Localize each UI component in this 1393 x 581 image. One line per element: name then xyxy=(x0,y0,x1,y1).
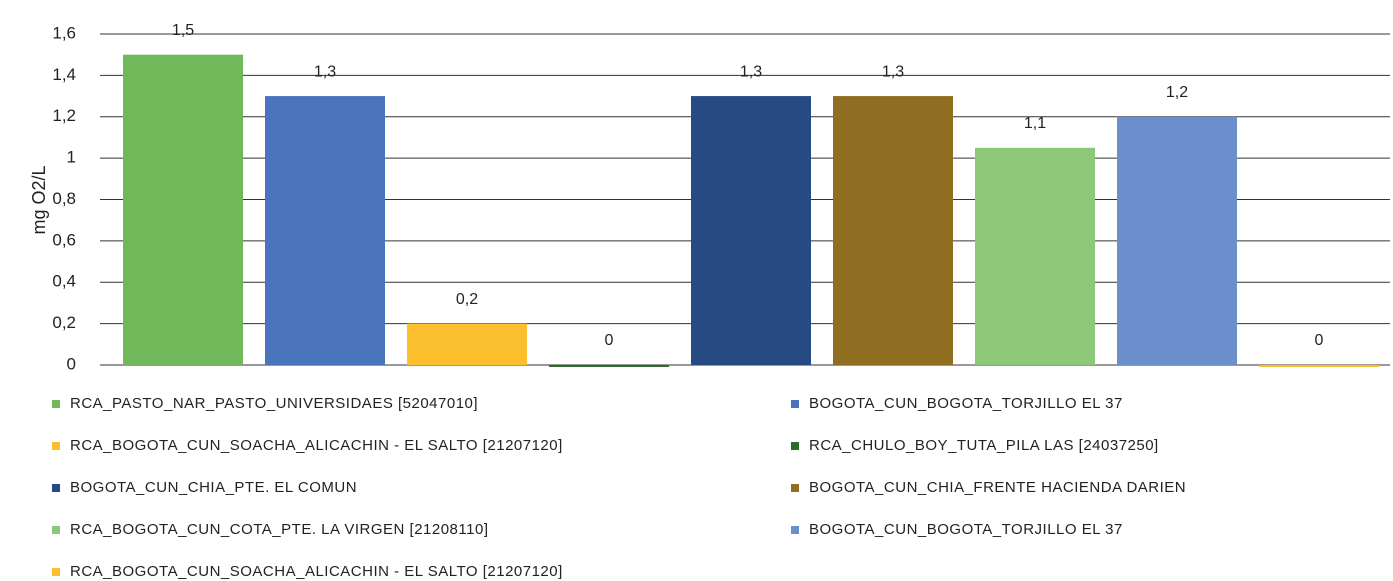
data-label: 1,2 xyxy=(1166,84,1188,101)
legend-marker xyxy=(52,568,60,576)
y-tick-label: 1,4 xyxy=(52,65,76,84)
legend-label: BOGOTA_CUN_CHIA_FRENTE HACIENDA DARIEN xyxy=(809,479,1186,496)
data-label: 1,3 xyxy=(740,63,762,80)
legend-label: RCA_BOGOTA_CUN_SOACHA_ALICACHIN - EL SAL… xyxy=(70,437,563,454)
legend-label: BOGOTA_CUN_BOGOTA_TORJILLO EL 37 xyxy=(809,521,1123,538)
y-tick-label: 1,2 xyxy=(52,106,76,125)
bar xyxy=(833,96,953,365)
y-tick-label: 0,8 xyxy=(52,189,76,208)
data-label: 1,3 xyxy=(314,63,336,80)
y-tick-label: 1 xyxy=(67,148,76,167)
legend-label: RCA_BOGOTA_CUN_COTA_PTE. LA VIRGEN [2120… xyxy=(70,521,488,538)
y-tick-label: 1,6 xyxy=(52,23,76,42)
y-tick-label: 0,6 xyxy=(52,230,76,249)
data-label: 1,5 xyxy=(172,22,194,39)
legend-marker xyxy=(791,484,799,492)
bar xyxy=(123,54,243,365)
y-tick-label: 0,2 xyxy=(52,313,76,332)
legend-label: RCA_BOGOTA_CUN_SOACHA_ALICACHIN - EL SAL… xyxy=(70,563,563,580)
data-label: 0,2 xyxy=(456,291,478,308)
legend-marker xyxy=(791,442,799,450)
legend-label: BOGOTA_CUN_CHIA_PTE. EL COMUN xyxy=(70,479,357,496)
bar xyxy=(691,96,811,365)
y-tick-label: 0,4 xyxy=(52,272,76,291)
legend-marker xyxy=(52,484,60,492)
data-label: 0 xyxy=(605,332,614,349)
y-tick-label: 0 xyxy=(67,354,76,373)
data-label: 1,3 xyxy=(882,63,904,80)
legend-label: RCA_PASTO_NAR_PASTO_UNIVERSIDAES [520470… xyxy=(70,395,478,412)
bar xyxy=(265,96,385,365)
bar xyxy=(407,323,527,365)
legend-label: BOGOTA_CUN_BOGOTA_TORJILLO EL 37 xyxy=(809,395,1123,412)
y-axis-label: mg O2/L xyxy=(29,165,49,234)
legend-marker xyxy=(52,400,60,408)
bar xyxy=(1259,365,1379,367)
bar xyxy=(549,365,669,367)
legend-label: RCA_CHULO_BOY_TUTA_PILA LAS [24037250] xyxy=(809,437,1159,454)
legend-marker xyxy=(791,526,799,534)
legend-marker xyxy=(791,400,799,408)
bar xyxy=(1117,116,1237,365)
bar xyxy=(975,147,1095,365)
data-label: 1,1 xyxy=(1024,115,1046,132)
legend-marker xyxy=(52,526,60,534)
data-label: 0 xyxy=(1315,332,1324,349)
legend-marker xyxy=(52,442,60,450)
